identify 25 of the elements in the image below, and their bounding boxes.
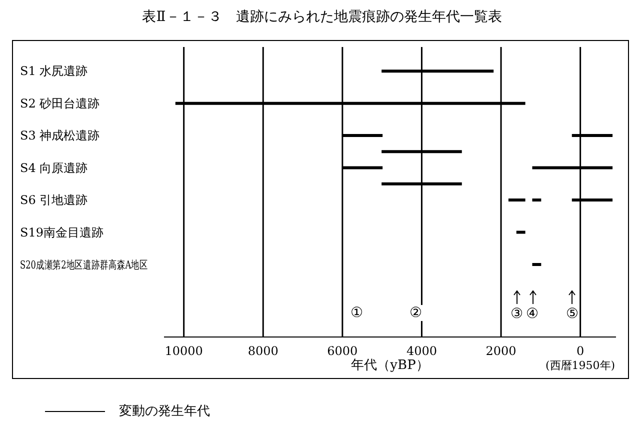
y-tick-label: S2 砂田台遺跡	[20, 96, 100, 110]
chart-title: 表Ⅱ－１－３ 遺跡にみられた地震痕跡の発生年代一覧表	[141, 8, 503, 26]
annotation: ②	[406, 305, 426, 321]
x-tick-label: 0 (西暦1950年)	[546, 344, 616, 372]
bar	[508, 198, 526, 202]
y-tick-label: S19南金目遺跡	[20, 225, 104, 240]
x-tick-label: 2000	[486, 344, 516, 358]
annotation: ⑤	[564, 305, 580, 322]
bar	[532, 262, 542, 266]
y-tick-label: S20成瀬第2地区遺跡群高森A地区	[20, 258, 148, 272]
x-tick-label: 8000	[248, 344, 278, 358]
annotation: ③	[509, 305, 524, 322]
y-tick-label: S3 神成松遺跡	[20, 128, 100, 143]
bar	[516, 230, 526, 234]
x-tick-label: 6000	[327, 344, 358, 358]
x-tick-label: 4000	[406, 344, 437, 358]
bar	[532, 198, 542, 202]
annotation: ①	[347, 305, 367, 321]
annotation: ④	[525, 305, 540, 322]
legend-label: 変動の発生年代	[119, 403, 210, 420]
x-tick-label: 10000	[164, 344, 203, 358]
y-tick-label: S4 向原遺跡	[20, 160, 88, 175]
x-axis-title: 年代（yBP）	[350, 357, 430, 374]
y-tick-label: S1 水尻遺跡	[20, 64, 88, 78]
y-tick-label: S6 引地遺跡	[20, 193, 88, 208]
